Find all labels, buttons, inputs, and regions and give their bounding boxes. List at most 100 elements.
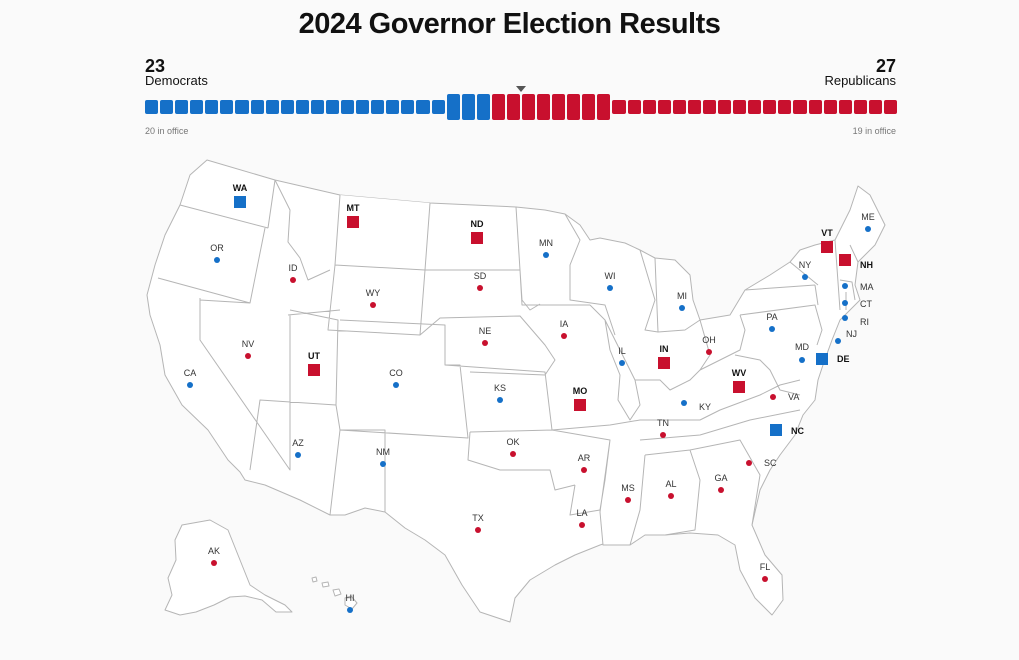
state-label: MO — [573, 386, 588, 396]
state-nh[interactable]: NH — [839, 254, 873, 270]
state-ga[interactable]: GA — [714, 473, 728, 493]
state-ks[interactable]: KS — [494, 383, 506, 403]
dem-marker — [214, 257, 220, 263]
state-markers: WA OR CA ID NV MT WY UT AZ CO NM ND SD NE KS OK TX MN IA MO… — [184, 183, 875, 613]
state-label: DE — [837, 354, 850, 364]
dem-marker — [842, 283, 848, 289]
state-ri[interactable]: RI — [842, 315, 869, 327]
dem-marker — [799, 357, 805, 363]
rep-marker — [482, 340, 488, 346]
rep-seat — [763, 100, 777, 114]
state-label: ME — [861, 212, 875, 222]
state-sc[interactable]: SC — [746, 458, 777, 468]
state-mn[interactable]: MN — [539, 238, 553, 258]
state-tx[interactable]: TX — [472, 513, 484, 533]
state-sd[interactable]: SD — [474, 271, 487, 291]
state-hi[interactable]: HI — [346, 593, 355, 613]
dem-marker — [769, 326, 775, 332]
state-de[interactable]: DE — [816, 353, 850, 365]
state-label: WY — [366, 288, 381, 298]
rep-in-office: 19 in office — [852, 126, 896, 136]
state-md[interactable]: MD — [795, 342, 809, 363]
rep-marker — [625, 497, 631, 503]
state-id[interactable]: ID — [289, 263, 299, 283]
state-ms[interactable]: MS — [621, 483, 635, 503]
state-va[interactable]: VA — [770, 392, 799, 402]
state-label: NC — [791, 426, 804, 436]
rep-contested-marker — [733, 381, 745, 393]
state-label: SC — [764, 458, 777, 468]
state-fl[interactable]: FL — [760, 562, 771, 582]
state-ky[interactable]: KY — [681, 400, 711, 412]
state-me[interactable]: ME — [861, 212, 875, 232]
state-ia[interactable]: IA — [560, 319, 569, 339]
state-label: TX — [472, 513, 484, 523]
rep-contested-marker — [821, 241, 833, 253]
rep-seat — [642, 100, 656, 114]
state-label: OK — [506, 437, 519, 447]
rep-seat — [823, 100, 837, 114]
state-label: WV — [732, 368, 747, 378]
state-in[interactable]: IN — [658, 344, 670, 369]
state-label: MT — [347, 203, 360, 213]
state-ct[interactable]: CT — [842, 299, 872, 309]
rep-contested-marker — [347, 216, 359, 228]
state-label: TN — [657, 418, 669, 428]
state-ak[interactable]: AK — [208, 546, 220, 566]
dem-marker — [842, 300, 848, 306]
state-label: AL — [665, 479, 676, 489]
state-ma[interactable]: MA — [842, 282, 874, 292]
state-mi[interactable]: MI — [677, 291, 687, 311]
dem-marker — [295, 452, 301, 458]
state-co[interactable]: CO — [389, 368, 403, 388]
state-nv[interactable]: NV — [242, 339, 255, 359]
dem-seat — [160, 100, 174, 114]
state-wv[interactable]: WV — [732, 368, 747, 393]
page-title: 2024 Governor Election Results — [298, 8, 721, 40]
rep-seat — [778, 100, 792, 114]
state-tn[interactable]: TN — [657, 418, 669, 438]
state-nm[interactable]: NM — [376, 447, 390, 467]
rep-marker — [477, 285, 483, 291]
state-nc[interactable]: NC — [770, 424, 804, 436]
state-pa[interactable]: PA — [766, 312, 778, 332]
dem-seat — [265, 100, 279, 114]
rep-contested-seat — [597, 94, 611, 120]
state-label: KS — [494, 383, 506, 393]
dem-marker — [497, 397, 503, 403]
state-il[interactable]: IL — [618, 346, 626, 366]
rep-marker — [211, 560, 217, 566]
dem-seat — [416, 100, 430, 114]
state-mo[interactable]: MO — [573, 386, 588, 411]
state-nj[interactable]: NJ — [835, 329, 857, 344]
state-wi[interactable]: WI — [605, 271, 616, 291]
state-vt[interactable]: VT — [821, 228, 833, 253]
state-az[interactable]: AZ — [292, 438, 304, 458]
state-ne[interactable]: NE — [479, 326, 492, 346]
dem-marker — [842, 315, 848, 321]
state-la[interactable]: LA — [576, 508, 588, 528]
state-ca[interactable]: CA — [184, 368, 197, 388]
state-ny[interactable]: NY — [799, 260, 812, 280]
state-label: IL — [618, 346, 626, 356]
state-ar[interactable]: AR — [578, 453, 591, 473]
state-label: NY — [799, 260, 812, 270]
state-mt[interactable]: MT — [347, 203, 360, 228]
rep-seat — [657, 100, 671, 114]
state-nd[interactable]: ND — [471, 219, 484, 244]
dem-marker — [865, 226, 871, 232]
dem-label: Democrats — [145, 73, 208, 88]
dem-contested-marker — [234, 196, 246, 208]
state-or[interactable]: OR — [210, 243, 224, 263]
state-label: CT — [860, 299, 872, 309]
rep-seat — [733, 100, 747, 114]
dem-seat — [401, 100, 415, 114]
rep-marker — [762, 576, 768, 582]
state-ut[interactable]: UT — [308, 351, 320, 376]
state-ok[interactable]: OK — [506, 437, 520, 457]
dem-seat — [235, 100, 249, 114]
state-wa[interactable]: WA — [233, 183, 248, 208]
state-oh[interactable]: OH — [702, 335, 716, 355]
state-wy[interactable]: WY — [366, 288, 381, 308]
state-al[interactable]: AL — [665, 479, 677, 499]
